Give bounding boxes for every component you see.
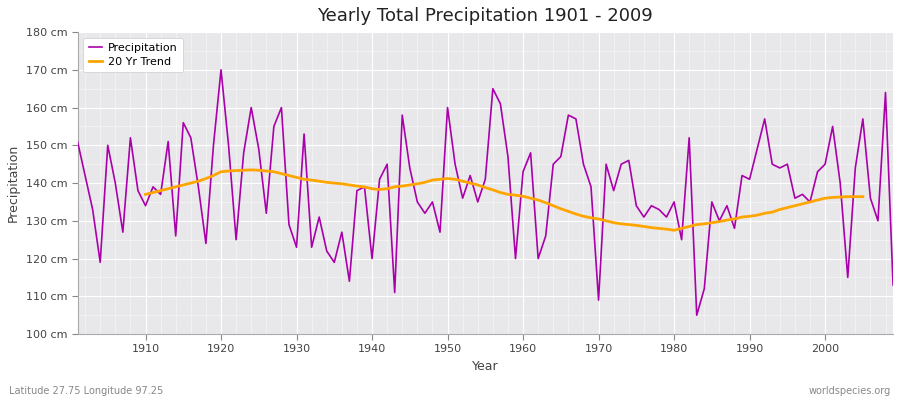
20 Yr Trend <box>140 192 151 197</box>
Title: Yearly Total Precipitation 1901 - 2009: Yearly Total Precipitation 1901 - 2009 <box>318 7 653 25</box>
X-axis label: Year: Year <box>472 360 499 373</box>
Precipitation <box>352 188 363 193</box>
20 Yr Trend <box>238 168 249 173</box>
Precipitation <box>691 313 702 318</box>
Precipitation <box>616 162 626 166</box>
Precipitation <box>518 169 528 174</box>
Precipitation <box>887 283 898 288</box>
Text: Latitude 27.75 Longitude 97.25: Latitude 27.75 Longitude 97.25 <box>9 386 163 396</box>
20 Yr Trend <box>246 168 256 172</box>
20 Yr Trend <box>669 228 680 233</box>
Y-axis label: Precipitation: Precipitation <box>7 144 20 222</box>
20 Yr Trend <box>510 193 521 198</box>
Precipitation <box>306 245 317 250</box>
20 Yr Trend <box>812 198 823 202</box>
Legend: Precipitation, 20 Yr Trend: Precipitation, 20 Yr Trend <box>83 38 183 72</box>
20 Yr Trend <box>533 198 544 202</box>
Text: worldspecies.org: worldspecies.org <box>809 386 891 396</box>
Line: Precipitation: Precipitation <box>77 70 893 315</box>
Precipitation <box>526 150 536 155</box>
20 Yr Trend <box>352 184 363 188</box>
Line: 20 Yr Trend: 20 Yr Trend <box>146 170 863 230</box>
Precipitation <box>216 68 227 72</box>
Precipitation <box>132 188 143 193</box>
Precipitation <box>72 139 83 144</box>
20 Yr Trend <box>858 194 868 199</box>
20 Yr Trend <box>457 179 468 184</box>
